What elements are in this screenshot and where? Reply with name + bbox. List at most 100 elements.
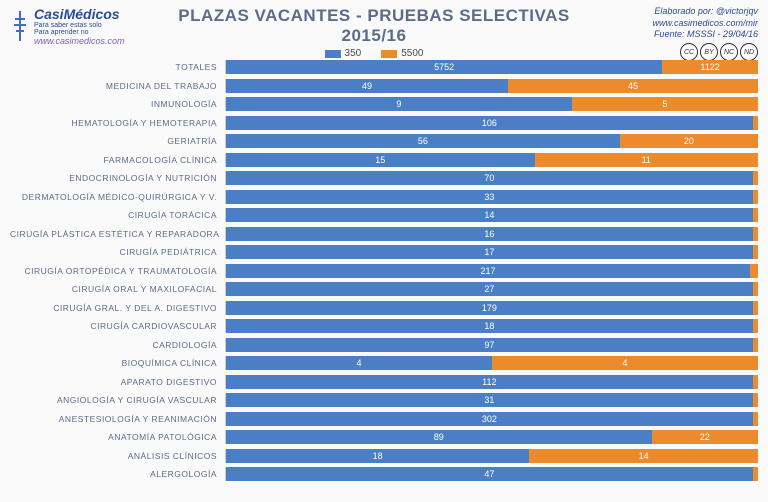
category-label: ANATOMÍA PATOLÓGICA	[10, 432, 225, 442]
title-area: PLAZAS VACANTES - PRUEBAS SELECTIVAS 201…	[170, 6, 578, 59]
category-label: CIRUGÍA CARDIOVASCULAR	[10, 321, 225, 331]
chart-container: CasiMédicos Para saber estas solo Para a…	[0, 0, 768, 502]
bar-area: 56 20	[225, 134, 758, 148]
value-label-a: 217	[480, 264, 495, 278]
bar-area: 106	[225, 116, 758, 130]
bar-area: 44	[225, 356, 758, 370]
value-label-b: 22	[700, 430, 710, 444]
swatch-b	[381, 50, 397, 58]
value-label-a: 112	[482, 375, 496, 389]
value-label-a: 16	[484, 227, 494, 241]
value-label-a: 17	[484, 245, 494, 259]
legend-label-b: 5500	[401, 48, 423, 59]
bar-area: 14	[225, 208, 758, 222]
chart-row: TOTALES57521122	[10, 58, 758, 77]
bar-series-b	[753, 412, 758, 426]
swatch-a	[325, 50, 341, 58]
bar-series-b	[753, 190, 758, 204]
category-label: DERMATOLOGÍA MÉDICO-QUIRÚRGICA Y V.	[10, 192, 225, 202]
bar-area: 4945	[225, 79, 758, 93]
value-label-a: 302	[482, 412, 497, 426]
category-label: CIRUGÍA TORÁCICA	[10, 210, 225, 220]
chart-row: CIRUGÍA GRAL. Y DEL A. DIGESTIVO 179	[10, 299, 758, 318]
legend-item-b: 5500	[381, 48, 423, 59]
bar-series-b	[753, 227, 758, 241]
value-label-b: 20	[684, 134, 694, 148]
logo-url: www.casimedicos.com	[34, 36, 125, 46]
bar-area: 112	[225, 375, 758, 389]
bar-area: 18	[225, 319, 758, 333]
value-label-a: 56	[418, 134, 428, 148]
category-label: ANÁLISIS CLÍNICOS	[10, 451, 225, 461]
value-label-b: 14	[639, 449, 649, 463]
chart-row: FARMACOLOGÍA CLÍNICA1511	[10, 151, 758, 170]
bar-series-b	[753, 319, 758, 333]
chart-row: ALERGOLOGÍA47	[10, 465, 758, 484]
meta-url: www.casimedicos.com/mir	[578, 18, 758, 30]
chart-row: BIOQUÍMICA CLÍNICA44	[10, 354, 758, 373]
meta: Elaborado por: @victorjqv www.casimedico…	[578, 6, 758, 61]
value-label-b: 4	[622, 356, 627, 370]
category-label: CIRUGÍA PLÁSTICA ESTÉTICA Y REPARADORA	[10, 229, 225, 239]
chart-row: HEMATOLOGÍA Y HEMOTERAPIA106	[10, 114, 758, 133]
value-label-a: 33	[484, 190, 494, 204]
bar-area: 95	[225, 97, 758, 111]
chart-row: ANÁLISIS CLÍNICOS1814	[10, 447, 758, 466]
bar-area: 217	[225, 264, 758, 278]
legend-item-a: 350	[325, 48, 362, 59]
value-label-b: 5	[662, 97, 667, 111]
logo-sub2: Para aprender no	[34, 29, 125, 36]
chart-row: CIRUGÍA PLÁSTICA ESTÉTICA Y REPARADORA 16	[10, 225, 758, 244]
value-label-b: 11	[642, 153, 651, 167]
bar-area: 97	[225, 338, 758, 352]
value-label-a: 47	[484, 467, 494, 481]
bar-area: 16	[225, 227, 758, 241]
chart-row: DERMATOLOGÍA MÉDICO-QUIRÚRGICA Y V. 33	[10, 188, 758, 207]
category-label: BIOQUÍMICA CLÍNICA	[10, 358, 225, 368]
category-label: CIRUGÍA GRAL. Y DEL A. DIGESTIVO	[10, 303, 225, 313]
category-label: CIRUGÍA ORAL Y MAXILOFACIAL	[10, 284, 225, 294]
header: CasiMédicos Para saber estas solo Para a…	[10, 6, 758, 54]
chart-row: ANATOMÍA PATOLÓGICA8922	[10, 428, 758, 447]
meta-source: Fuente: MSSSI - 29/04/16	[578, 29, 758, 41]
bar-area: 57521122	[225, 60, 758, 74]
logo-brand: CasiMédicos	[34, 6, 125, 22]
chart-rows: TOTALES57521122MEDICINA DEL TRABAJO4945I…	[10, 58, 758, 484]
bar-series-b	[753, 208, 758, 222]
bar-area: 179	[225, 301, 758, 315]
value-label-a: 27	[484, 282, 494, 296]
chart-row: MEDICINA DEL TRABAJO4945	[10, 77, 758, 96]
category-label: TOTALES	[10, 62, 225, 72]
value-label-a: 14	[484, 208, 494, 222]
category-label: FARMACOLOGÍA CLÍNICA	[10, 155, 225, 165]
chart-row: CIRUGÍA CARDIOVASCULAR18	[10, 317, 758, 336]
category-label: APARATO DIGESTIVO	[10, 377, 225, 387]
chart-row: CIRUGÍA TORÁCICA 14	[10, 206, 758, 225]
legend-label-a: 350	[345, 48, 362, 59]
category-label: ANESTESIOLOGÍA Y REANIMACIÓN	[10, 414, 225, 424]
cc-license-icon: CCBYNCND	[678, 43, 758, 61]
value-label-a: 97	[484, 338, 494, 352]
bar-series-b	[750, 264, 758, 278]
category-label: CIRUGÍA ORTOPÉDICA Y TRAUMATOLOGÍA	[10, 266, 225, 276]
logo-icon	[10, 9, 30, 43]
bar-area: 1814	[225, 449, 758, 463]
category-label: MEDICINA DEL TRABAJO	[10, 81, 225, 91]
bar-area: 27	[225, 282, 758, 296]
chart-row: GERIATRÍA 56 20	[10, 132, 758, 151]
bar-area: 302	[225, 412, 758, 426]
chart-row: APARATO DIGESTIVO 112	[10, 373, 758, 392]
value-label-a: 179	[482, 301, 497, 315]
value-label-b: 45	[628, 79, 638, 93]
bar-series-b	[753, 375, 758, 389]
value-label-a: 4	[356, 356, 361, 370]
bar-series-b	[753, 301, 758, 315]
category-label: ANGIOLOGÍA Y CIRUGÍA VASCULAR	[10, 395, 225, 405]
category-label: GERIATRÍA	[10, 136, 225, 146]
bar-series-b	[753, 338, 758, 352]
value-label-a: 31	[484, 393, 494, 407]
bar-area: 70	[225, 171, 758, 185]
meta-author: Elaborado por: @victorjqv	[578, 6, 758, 18]
bar-area: 8922	[225, 430, 758, 444]
category-label: HEMATOLOGÍA Y HEMOTERAPIA	[10, 118, 225, 128]
